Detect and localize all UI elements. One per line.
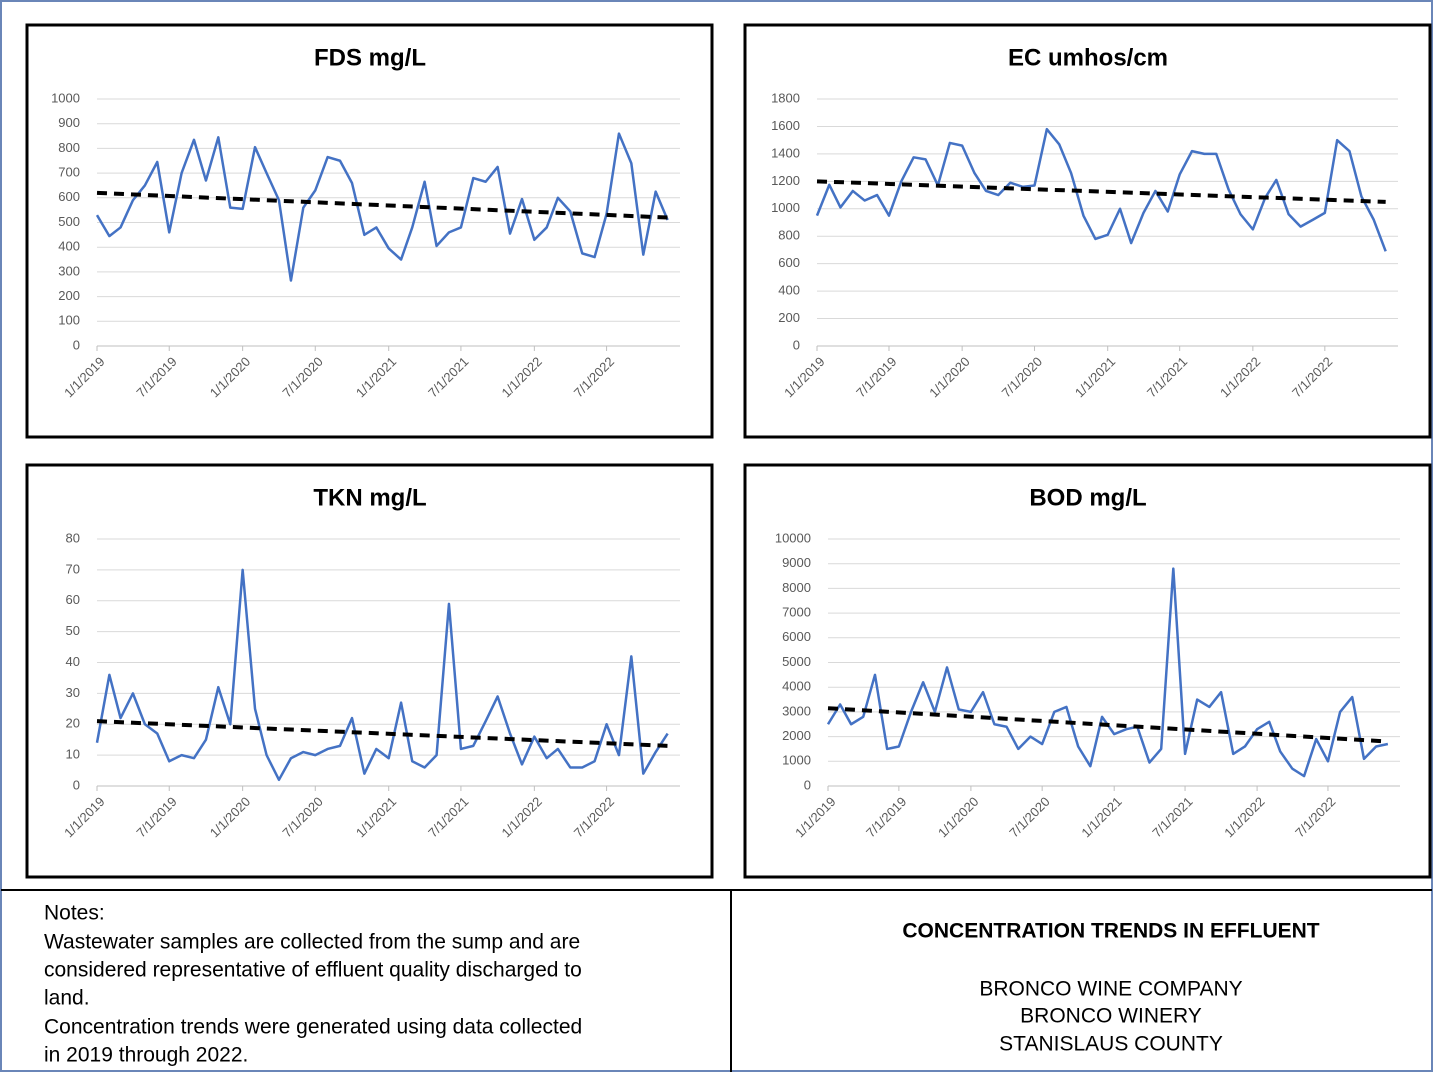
y-tick-label: 7000	[782, 605, 811, 620]
y-tick-label: 20	[66, 716, 80, 731]
y-tick-label: 2000	[782, 728, 811, 743]
title-block-title: CONCENTRATION TRENDS IN EFFLUENT	[902, 920, 1319, 943]
y-tick-label: 3000	[782, 703, 811, 718]
y-tick-label: 200	[58, 288, 80, 303]
y-tick-label: 80	[66, 530, 80, 545]
y-tick-label: 800	[778, 228, 800, 243]
chart-frame	[743, 463, 1432, 879]
y-tick-label: 1200	[771, 173, 800, 188]
data-line	[95, 132, 669, 282]
data-line	[95, 568, 669, 782]
y-tick-label: 6000	[782, 629, 811, 644]
notes-line: Wastewater samples are collected from th…	[44, 931, 580, 954]
y-tick-label: 9000	[782, 555, 811, 570]
y-tick-label: 900	[58, 115, 80, 130]
trend-line	[827, 706, 1388, 744]
y-tick-label: 10000	[775, 530, 811, 545]
trend-line	[816, 179, 1386, 204]
y-tick-label: 800	[58, 140, 80, 155]
y-tick-label: 600	[58, 189, 80, 204]
chart-title: BOD mg/L	[1029, 484, 1146, 511]
data-line	[815, 127, 1387, 252]
notes-line: Concentration trends were generated usin…	[44, 1016, 582, 1039]
y-tick-label: 5000	[782, 654, 811, 669]
y-tick-label: 700	[58, 165, 80, 180]
notes-line: in 2019 through 2022.	[44, 1044, 248, 1067]
y-tick-label: 60	[66, 592, 80, 607]
y-tick-label: 1000	[51, 90, 80, 105]
title-block-line: BRONCO WINE COMPANY	[979, 978, 1242, 1001]
y-tick-label: 400	[58, 239, 80, 254]
chart-title: EC umhos/cm	[1008, 44, 1168, 71]
chart-title: TKN mg/L	[313, 484, 426, 511]
y-tick-label: 1400	[771, 145, 800, 160]
notes-heading: Notes:	[44, 902, 105, 925]
notes-line: considered representative of effluent qu…	[44, 959, 582, 982]
chart-title: FDS mg/L	[314, 44, 426, 71]
y-tick-label: 10	[66, 747, 80, 762]
y-tick-label: 30	[66, 685, 80, 700]
title-block-line: BRONCO WINERY	[1020, 1005, 1202, 1028]
y-tick-label: 4000	[782, 679, 811, 694]
y-tick-label: 0	[793, 337, 800, 352]
y-tick-label: 0	[804, 777, 811, 792]
title-block-line: STANISLAUS COUNTY	[999, 1033, 1223, 1056]
y-tick-label: 200	[778, 310, 800, 325]
y-tick-label: 0	[73, 777, 80, 792]
notes-line: land.	[44, 987, 90, 1010]
y-tick-label: 50	[66, 623, 80, 638]
y-tick-label: 0	[73, 337, 80, 352]
y-tick-label: 1600	[771, 118, 800, 133]
y-tick-label: 1000	[782, 753, 811, 768]
y-tick-label: 400	[778, 283, 800, 298]
y-tick-label: 40	[66, 654, 80, 669]
y-tick-label: 100	[58, 313, 80, 328]
y-tick-label: 1800	[771, 90, 800, 105]
chart-frame	[25, 463, 714, 879]
chart-frame	[743, 23, 1432, 439]
y-tick-label: 600	[778, 255, 800, 270]
y-tick-label: 1000	[771, 200, 800, 215]
y-tick-label: 70	[66, 561, 80, 576]
y-tick-label: 300	[58, 263, 80, 278]
y-tick-label: 500	[58, 214, 80, 229]
y-tick-label: 8000	[782, 580, 811, 595]
